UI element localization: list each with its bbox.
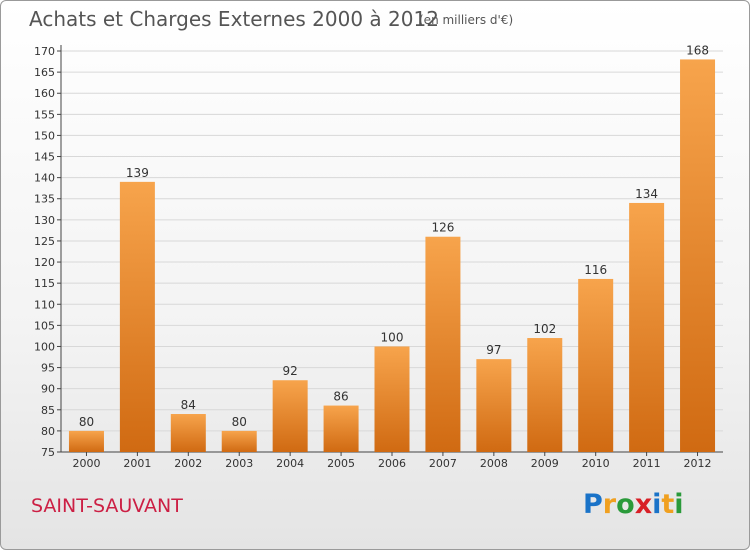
x-tick-label: 2001 [123, 457, 151, 470]
x-tick-label: 2006 [378, 457, 406, 470]
x-tick-label: 2003 [225, 457, 253, 470]
x-tick-label: 2000 [72, 457, 100, 470]
bar-value-label: 100 [381, 330, 404, 344]
bar [119, 181, 155, 452]
y-tick-label: 75 [41, 446, 55, 459]
bar-value-label: 84 [181, 398, 196, 412]
y-tick-label: 155 [34, 108, 55, 121]
bar [374, 346, 410, 452]
bar-value-label: 102 [533, 322, 556, 336]
bar-value-label: 139 [126, 166, 149, 180]
y-tick-label: 145 [34, 151, 55, 164]
y-tick-label: 165 [34, 66, 55, 79]
bar-value-label: 134 [635, 187, 658, 201]
bar-value-label: 126 [431, 221, 454, 235]
logo-letter: t [661, 489, 675, 520]
x-tick-label: 2005 [327, 457, 355, 470]
bar [578, 278, 614, 452]
bar [527, 338, 563, 452]
logo-letter: r [602, 489, 617, 520]
logo-letter: P [583, 489, 603, 520]
bar-value-label: 86 [333, 390, 348, 404]
y-tick-label: 135 [34, 193, 55, 206]
y-tick-label: 80 [41, 425, 55, 438]
bar-value-label: 168 [686, 43, 709, 57]
bar-value-label: 92 [283, 364, 298, 378]
y-tick-label: 120 [34, 256, 55, 269]
x-tick-label: 2011 [633, 457, 661, 470]
logo-letter: x [634, 489, 653, 520]
y-tick-label: 170 [34, 45, 55, 58]
bar [476, 359, 512, 452]
logo-letter: i [674, 489, 684, 520]
y-tick-label: 85 [41, 404, 55, 417]
bar-value-label: 116 [584, 263, 607, 277]
x-tick-label: 2008 [480, 457, 508, 470]
y-tick-label: 90 [41, 383, 55, 396]
bar-value-label: 97 [486, 343, 501, 357]
logo-letter: o [616, 489, 635, 520]
x-tick-label: 2012 [684, 457, 712, 470]
x-tick-label: 2007 [429, 457, 457, 470]
chart-title: Achats et Charges Externes 2000 à 2012 [29, 7, 439, 31]
chart-subtitle: (en milliers d'€) [419, 13, 514, 27]
bar [425, 236, 461, 452]
bar-value-label: 80 [232, 415, 247, 429]
y-tick-label: 100 [34, 340, 55, 353]
bar [170, 414, 206, 452]
logo-letter: i [652, 489, 662, 520]
x-tick-label: 2002 [174, 457, 202, 470]
bar [68, 430, 104, 452]
y-tick-label: 130 [34, 214, 55, 227]
bar [272, 380, 308, 452]
y-tick-label: 140 [34, 172, 55, 185]
y-tick-label: 115 [34, 277, 55, 290]
x-tick-label: 2009 [531, 457, 559, 470]
place-name: SAINT-SAUVANT [31, 495, 183, 517]
y-tick-label: 105 [34, 319, 55, 332]
bar-value-label: 80 [79, 415, 94, 429]
y-tick-label: 110 [34, 298, 55, 311]
x-tick-label: 2004 [276, 457, 304, 470]
y-tick-label: 150 [34, 129, 55, 142]
bar [323, 405, 359, 452]
bar [629, 202, 665, 452]
proxiti-logo: Proxiti [583, 489, 684, 520]
y-tick-label: 160 [34, 87, 55, 100]
bar [221, 430, 257, 452]
y-tick-label: 125 [34, 235, 55, 248]
y-tick-label: 95 [41, 362, 55, 375]
bar [680, 59, 716, 452]
x-tick-label: 2010 [582, 457, 610, 470]
